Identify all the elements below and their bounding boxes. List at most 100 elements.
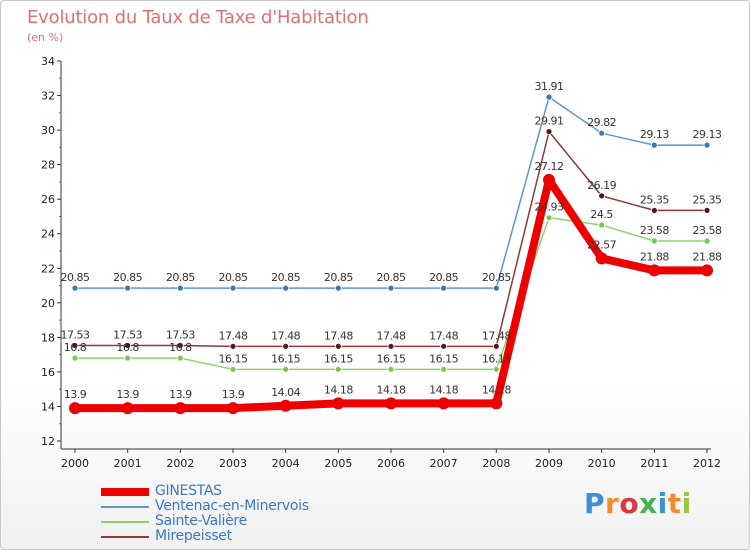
data-point-mirepeisset bbox=[440, 342, 448, 350]
data-point-mirepeisset bbox=[71, 342, 79, 349]
x-tick-label: 2005 bbox=[324, 457, 352, 470]
data-point-mirepeisset bbox=[334, 342, 342, 350]
data-point-ginestas bbox=[595, 252, 608, 265]
data-label-ventenac-en-minervois: 20.85 bbox=[429, 271, 458, 284]
data-label-sainte-vali-re: 23.58 bbox=[640, 224, 669, 237]
data-label-ginestas: 14.18 bbox=[377, 383, 406, 396]
data-point-sainte-vali-re bbox=[492, 365, 500, 373]
x-tick-label: 2011 bbox=[640, 457, 668, 470]
logo-letter: o bbox=[619, 487, 640, 520]
data-label-sainte-vali-re: 23.58 bbox=[693, 224, 722, 237]
y-tick-label: 12 bbox=[41, 435, 55, 448]
data-point-mirepeisset bbox=[229, 342, 237, 350]
data-point-sainte-vali-re bbox=[229, 365, 237, 373]
x-tick-label: 2002 bbox=[166, 457, 194, 470]
chart-subtitle: (en %) bbox=[27, 31, 64, 44]
data-point-sainte-vali-re bbox=[124, 354, 132, 362]
data-point-ginestas bbox=[385, 397, 397, 410]
y-tick-label: 30 bbox=[41, 124, 55, 137]
data-label-ventenac-en-minervois: 20.85 bbox=[482, 271, 511, 284]
data-point-ginestas bbox=[437, 397, 450, 410]
data-point-mirepeisset bbox=[650, 207, 658, 214]
logo-letter: P bbox=[584, 487, 606, 520]
logo-letter: t bbox=[667, 487, 682, 520]
data-point-ginestas bbox=[174, 402, 187, 415]
data-label-mirepeisset: 17.53 bbox=[166, 328, 195, 341]
y-tick-label: 14 bbox=[41, 400, 55, 413]
data-label-sainte-vali-re: 16.15 bbox=[219, 352, 248, 365]
y-tick-label: 34 bbox=[41, 55, 55, 68]
data-point-ventenac-en-minervois bbox=[598, 129, 606, 137]
data-point-mirepeisset bbox=[492, 342, 500, 350]
data-label-sainte-vali-re: 16.8 bbox=[64, 341, 87, 354]
data-label-sainte-vali-re: 16.15 bbox=[271, 352, 300, 365]
data-label-sainte-vali-re: 16.8 bbox=[169, 341, 192, 354]
data-label-ventenac-en-minervois: 31.91 bbox=[535, 80, 564, 93]
data-point-ginestas bbox=[121, 402, 134, 415]
logo-letter: r bbox=[605, 487, 620, 520]
data-label-ginestas: 21.88 bbox=[693, 250, 722, 263]
data-point-mirepeisset bbox=[545, 128, 553, 136]
data-label-ventenac-en-minervois: 29.13 bbox=[640, 128, 669, 141]
logo-letter: i bbox=[657, 487, 668, 520]
data-point-sainte-vali-re bbox=[440, 365, 448, 373]
logo-letter: i bbox=[681, 487, 692, 520]
y-tick-label: 26 bbox=[41, 193, 55, 206]
data-label-sainte-vali-re: 16.15 bbox=[377, 352, 406, 365]
data-label-sainte-vali-re: 16.15 bbox=[482, 352, 511, 365]
x-tick-label: 2012 bbox=[693, 457, 721, 470]
data-point-sainte-vali-re bbox=[703, 237, 711, 245]
data-label-ventenac-en-minervois: 29.13 bbox=[693, 128, 722, 141]
data-label-ginestas: 14.18 bbox=[482, 383, 511, 396]
legend-label: Sainte-Valière bbox=[155, 513, 247, 529]
data-point-ginestas bbox=[701, 264, 713, 277]
data-point-ginestas bbox=[279, 399, 292, 412]
data-label-ginestas: 22.57 bbox=[587, 238, 616, 251]
data-label-mirepeisset: 17.48 bbox=[271, 329, 300, 342]
data-point-ventenac-en-minervois bbox=[71, 284, 79, 292]
data-point-mirepeisset bbox=[124, 342, 132, 349]
data-label-ginestas: 14.04 bbox=[271, 386, 300, 399]
chart-title: Evolution du Taux de Taxe d'Habitation bbox=[27, 7, 369, 28]
data-point-ventenac-en-minervois bbox=[650, 141, 658, 149]
x-tick-label: 2004 bbox=[272, 457, 300, 470]
legend-label: Ventenac-en-Minervois bbox=[155, 498, 309, 514]
y-tick-label: 22 bbox=[41, 262, 55, 275]
data-label-mirepeisset: 26.19 bbox=[587, 179, 616, 192]
data-label-ginestas: 27.12 bbox=[535, 160, 564, 173]
data-label-ventenac-en-minervois: 20.85 bbox=[61, 271, 90, 284]
data-point-mirepeisset bbox=[598, 192, 606, 200]
data-point-ventenac-en-minervois bbox=[440, 284, 448, 292]
data-label-ventenac-en-minervois: 20.85 bbox=[377, 271, 406, 284]
data-label-mirepeisset: 17.48 bbox=[219, 329, 248, 342]
data-point-sainte-vali-re bbox=[545, 214, 553, 222]
data-label-ventenac-en-minervois: 20.85 bbox=[219, 271, 248, 284]
data-label-mirepeisset: 29.91 bbox=[535, 115, 564, 128]
data-point-sainte-vali-re bbox=[176, 354, 184, 362]
data-label-mirepeisset: 25.35 bbox=[693, 193, 722, 206]
data-label-ginestas: 13.9 bbox=[222, 388, 245, 401]
legend-swatch bbox=[101, 506, 149, 508]
data-point-ginestas bbox=[490, 397, 503, 410]
data-label-ventenac-en-minervois: 20.85 bbox=[324, 271, 353, 284]
data-label-mirepeisset: 17.48 bbox=[482, 329, 511, 342]
y-tick-label: 24 bbox=[41, 228, 55, 241]
proxiti-logo: Proxiti bbox=[584, 487, 692, 520]
data-label-mirepeisset: 17.48 bbox=[377, 329, 406, 342]
data-point-ventenac-en-minervois bbox=[703, 141, 711, 149]
x-tick-label: 2008 bbox=[482, 457, 510, 470]
data-point-ventenac-en-minervois bbox=[124, 284, 132, 292]
data-label-mirepeisset: 17.48 bbox=[324, 329, 353, 342]
data-label-sainte-vali-re: 16.15 bbox=[429, 352, 458, 365]
x-tick-label: 2007 bbox=[430, 457, 458, 470]
x-tick-label: 2000 bbox=[61, 457, 89, 470]
chart-axes: 12 14 16 18 20 22 24 26 28 30 32 34 2000 2001 2002 2003… bbox=[41, 55, 721, 470]
data-point-sainte-vali-re bbox=[387, 365, 395, 373]
data-point-sainte-vali-re bbox=[282, 365, 290, 373]
data-label-ventenac-en-minervois: 20.85 bbox=[113, 271, 142, 284]
data-labels-layer: 20.85 20.85 20.85 20.85 20.85 20.85 20.85 20.85… bbox=[61, 80, 723, 401]
data-label-sainte-vali-re: 24.5 bbox=[590, 208, 613, 221]
data-label-ventenac-en-minervois: 29.82 bbox=[587, 116, 616, 129]
